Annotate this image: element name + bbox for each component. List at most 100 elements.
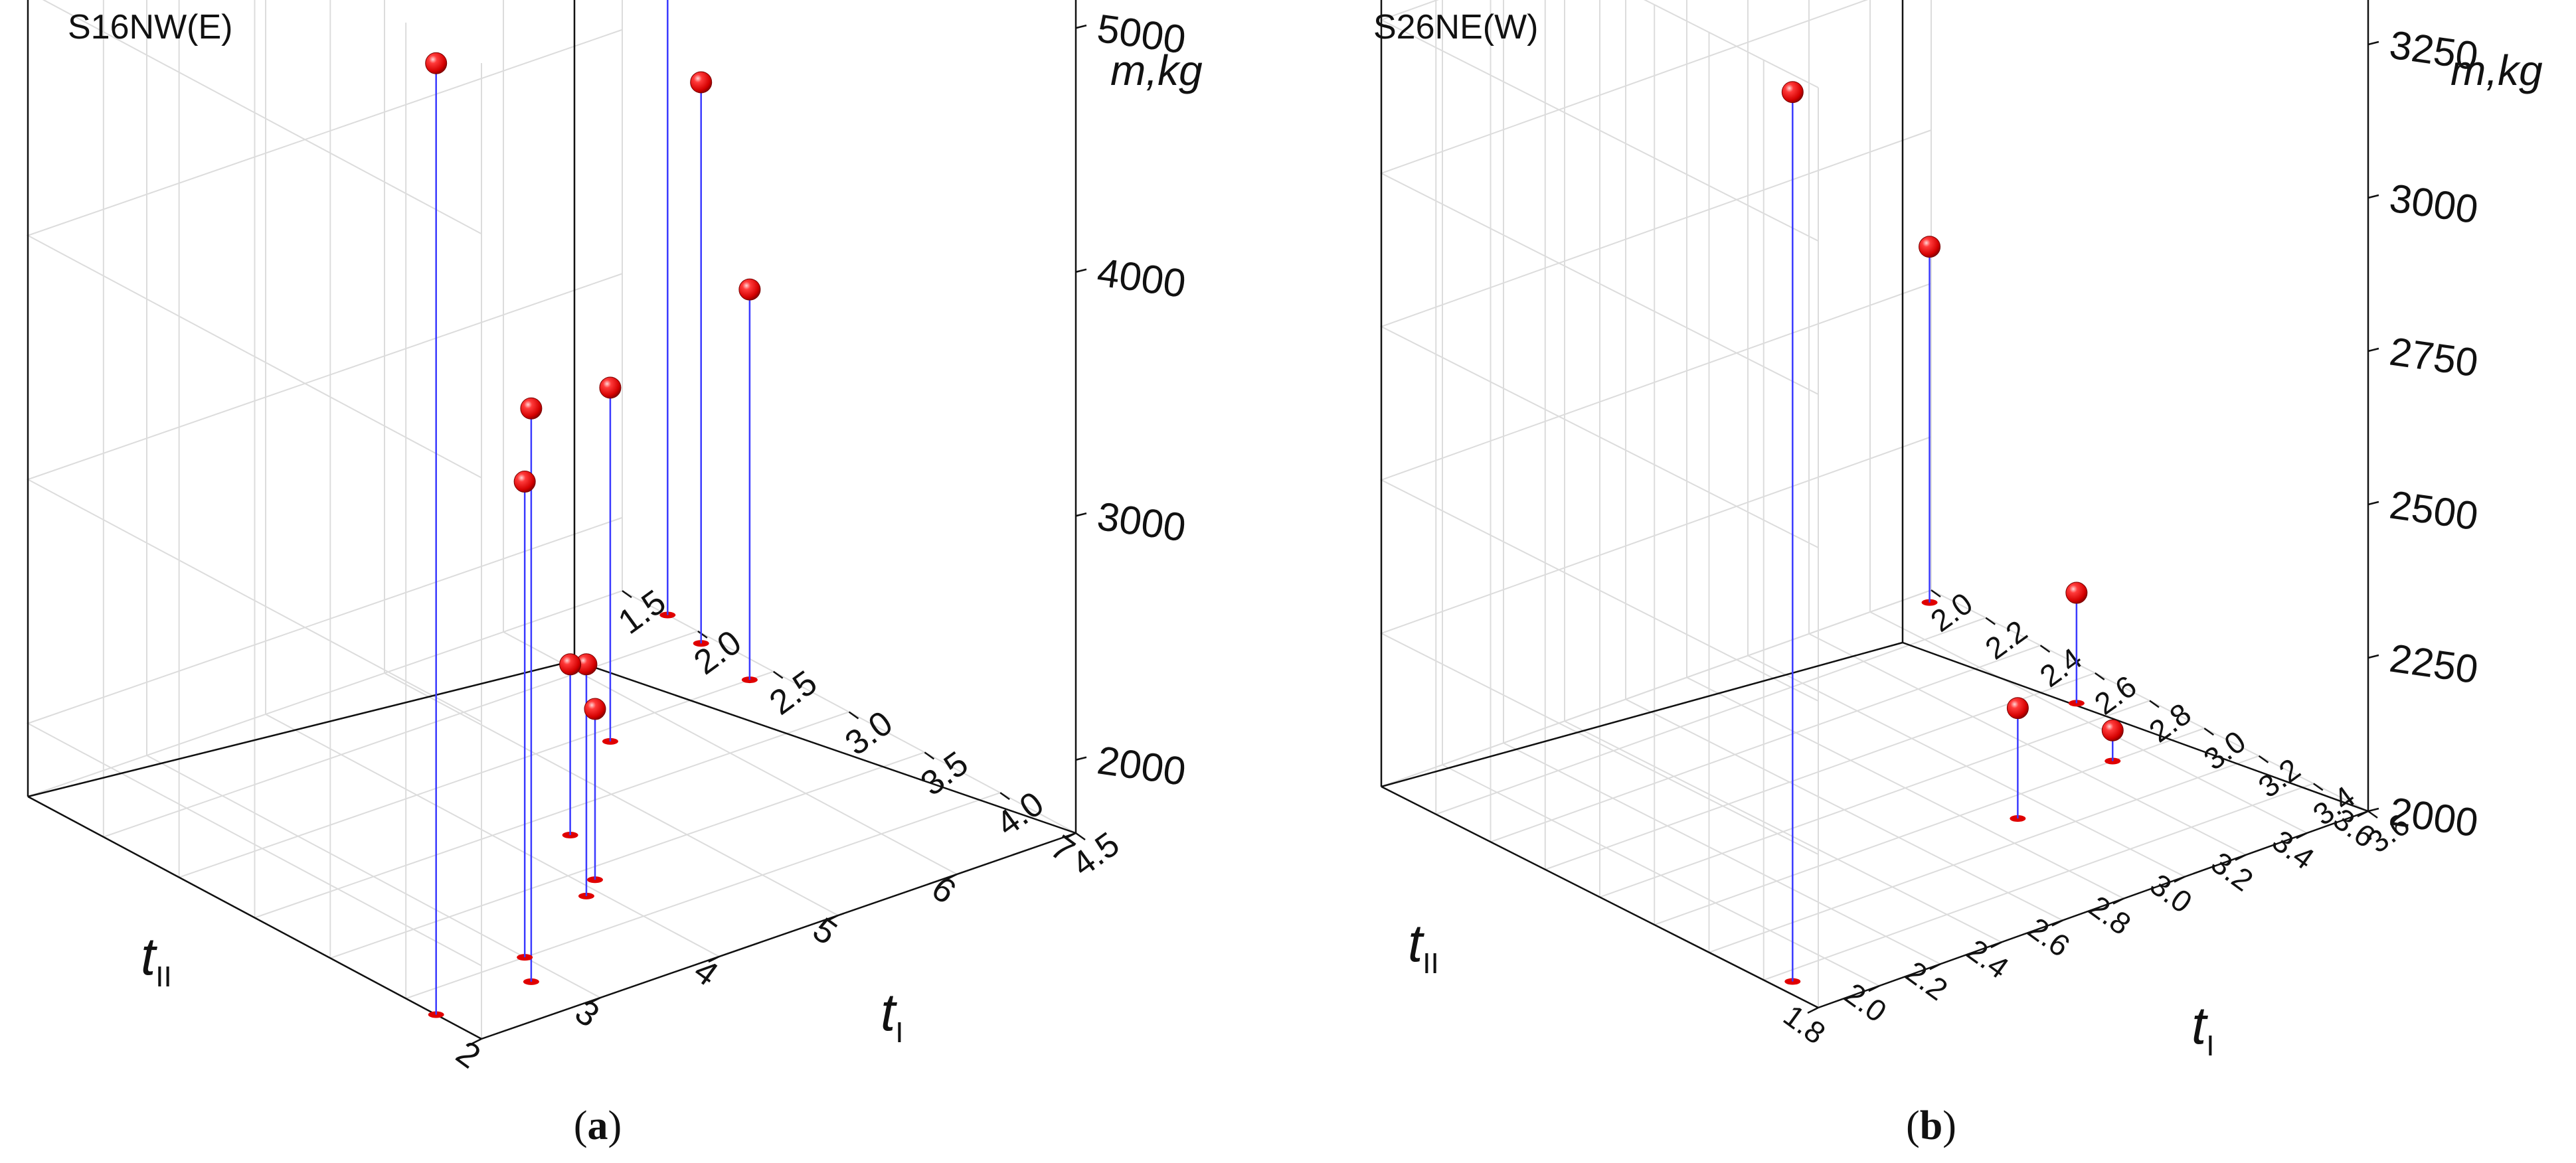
panel-b-z-label: m,kg <box>2450 46 2543 94</box>
y-tick-label: 3.2 <box>2252 751 2306 805</box>
panel-b-x-label: tII <box>1408 913 1439 980</box>
point-marker <box>2101 719 2124 741</box>
panel-a-title: S16NW(E) <box>68 8 232 46</box>
y-tick-label: 2.0 <box>1924 585 1978 639</box>
grid-lines <box>1379 0 2369 1009</box>
x-tick-label: 3 <box>568 992 606 1035</box>
z-tick <box>2367 194 2379 199</box>
y-tick <box>697 630 708 639</box>
y-tick <box>622 589 632 599</box>
floor-grid-line-y <box>405 792 1001 1000</box>
x-tick <box>2296 832 2308 840</box>
y-tick <box>2313 783 2324 791</box>
data-point <box>2065 582 2088 707</box>
wall-grid-line-z <box>1643 0 1819 88</box>
panel-a-y-label: tI <box>881 982 903 1049</box>
data-point <box>584 698 606 884</box>
wall-grid-line-z <box>1379 283 1932 702</box>
x-tick <box>1807 1006 1819 1014</box>
point-marker <box>690 71 713 94</box>
data-point <box>738 278 761 684</box>
panel-a: S16NW(E) m,kg tII tI (a) 2345671.52.02.5… <box>26 0 1203 1148</box>
z-tick <box>2367 347 2379 352</box>
floor-grid-line-y <box>1654 728 2205 926</box>
panel-a-y-label-sub: I <box>895 1016 903 1049</box>
floor-grid-line-y <box>1709 755 2259 953</box>
x-tick <box>827 914 839 922</box>
y-tick <box>2039 645 2051 653</box>
panel-b-z-label-text: m,kg <box>2450 46 2543 94</box>
x-tick <box>470 1038 482 1046</box>
panel-b: S26NE(W) m,kg tII tI (b) 1.8 2.0 2.2 2.4 2.6… <box>1373 0 2543 1148</box>
floor-back-left-edge <box>27 659 575 798</box>
tick-labels: 1.8 2.0 2.2 2.4 2.6 2.8 3.0 3.2 3.4 3.62.02.22.42… <box>1777 23 2481 1051</box>
point-marker <box>2006 697 2029 720</box>
data-points <box>1781 81 2124 985</box>
z-tick-label: 3000 <box>1094 494 1189 550</box>
wall-grid-line-z <box>1379 436 1932 855</box>
data-point <box>659 0 676 619</box>
y-axis-line <box>1818 810 2369 1009</box>
y-tick-label: 2.2 <box>1979 613 2033 666</box>
floor-grid-line-y <box>103 630 699 838</box>
data-point <box>1781 81 1804 985</box>
z-tick <box>1075 268 1087 273</box>
x-tick <box>708 955 720 963</box>
y-tick <box>2258 755 2269 763</box>
wall-grid-line-z <box>42 0 482 235</box>
z-tick <box>1075 756 1087 761</box>
y-tick-label: 2.8 <box>2142 696 2197 749</box>
z-tick <box>2367 501 2379 506</box>
x-tick <box>2357 810 2369 818</box>
y-tick-label: 3.0 <box>2197 724 2252 777</box>
data-point <box>425 52 448 1018</box>
x-tick <box>1868 984 1880 992</box>
wall-grid-line-z <box>1379 589 1932 1008</box>
x-tick <box>2051 919 2063 927</box>
point-marker <box>599 376 622 399</box>
panel-b-y-label: tI <box>2191 996 2214 1062</box>
x-tick-label: 4 <box>687 951 725 994</box>
wall-grid-line-z <box>1379 0 1869 395</box>
data-point <box>2101 719 2124 765</box>
floor-grid-line-y <box>1599 700 2150 898</box>
point-marker <box>520 397 543 420</box>
x-tick <box>1065 832 1076 840</box>
point-marker <box>2065 582 2088 604</box>
data-point <box>1919 236 1941 606</box>
z-tick-label: 4000 <box>1094 250 1189 306</box>
x-axis-line <box>27 795 482 1040</box>
y-tick <box>772 670 784 679</box>
y-tick <box>2367 810 2378 819</box>
floor-grid-line-y <box>254 711 849 919</box>
y-tick <box>848 711 859 720</box>
y-tick <box>1075 832 1086 841</box>
wall-grid-line-z <box>26 516 623 967</box>
data-point <box>513 471 536 961</box>
point-marker <box>559 653 582 676</box>
data-point <box>2006 697 2029 822</box>
axis-frame <box>27 0 1077 1040</box>
floor-back-left-edge <box>1381 641 1903 788</box>
floor-grid-line-y <box>1545 672 2096 870</box>
data-point <box>690 71 713 647</box>
z-tick-label: 3000 <box>2387 176 2481 232</box>
panel-a-y-label-main: t <box>881 982 897 1042</box>
panel-a-z-label-text: m,kg <box>1110 46 1203 94</box>
point-marker <box>513 471 536 493</box>
x-tick <box>1990 941 2002 949</box>
x-tick <box>2112 897 2124 905</box>
point-marker <box>1919 236 1941 258</box>
panel-b-caption-letter: b <box>1920 1103 1942 1148</box>
panel-b-x-label-sub: II <box>1422 947 1438 980</box>
floor-grid-line-y <box>330 751 925 959</box>
x-tick <box>589 996 601 1004</box>
x-tick <box>1929 963 1941 970</box>
floor-grid-line-y <box>27 590 623 797</box>
point-marker <box>584 698 606 720</box>
y-tick <box>2095 672 2105 680</box>
y-tick <box>2203 728 2214 736</box>
grid-lines <box>26 0 1077 1040</box>
wall-grid-line-z <box>26 273 623 723</box>
